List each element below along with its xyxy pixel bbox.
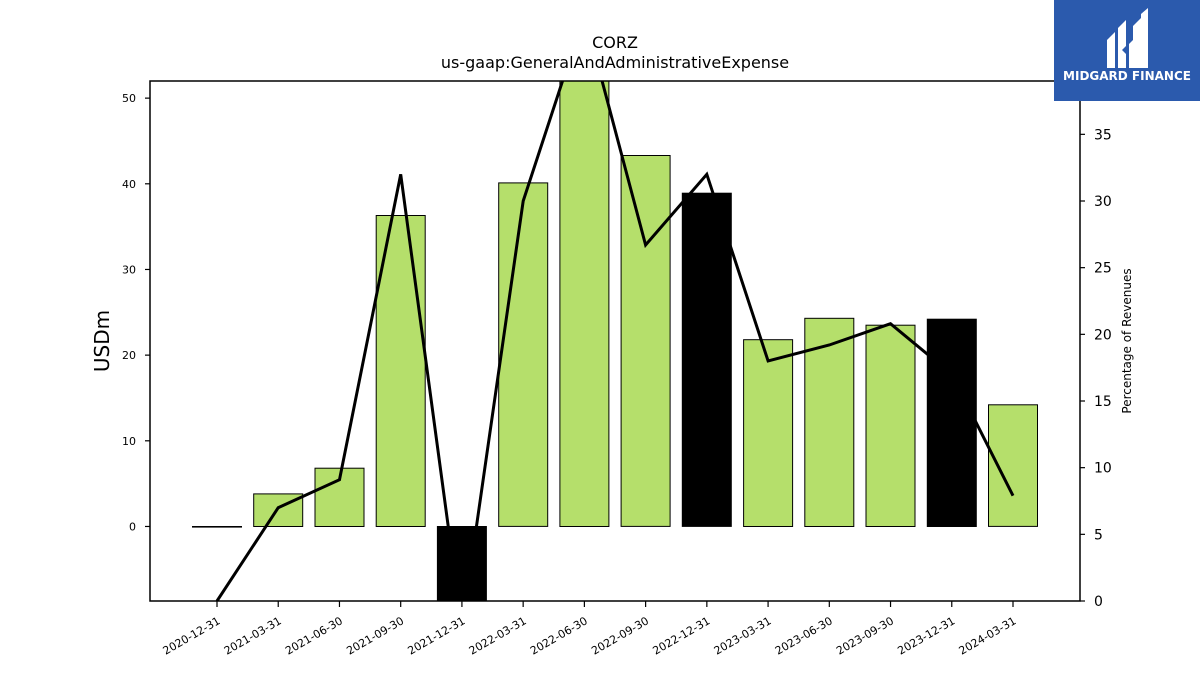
x-tick-label: 2020-12-31 bbox=[161, 614, 223, 657]
x-tick-label: 2021-09-30 bbox=[344, 614, 406, 657]
y2-tick-label: 5 bbox=[1094, 527, 1103, 543]
bar-2024-03-31 bbox=[988, 404, 1038, 527]
x-tick-label: 2023-12-31 bbox=[895, 614, 957, 657]
logo-text: MIDGARD FINANCE bbox=[1063, 69, 1191, 83]
y2-tick-label: 0 bbox=[1094, 594, 1103, 610]
x-tick-label: 2022-06-30 bbox=[528, 614, 590, 657]
x-tick-label: 2022-03-31 bbox=[467, 614, 529, 657]
y2-axis: 0 5 10 15 20 25 30 35 bbox=[1080, 127, 1112, 610]
x-tick-label: 2023-03-31 bbox=[712, 614, 774, 657]
logo: MIDGARD FINANCE bbox=[1054, 0, 1200, 101]
y2-tick-label: 35 bbox=[1094, 127, 1112, 143]
y-axis-label: USDm bbox=[90, 310, 114, 372]
bar-2023-03-31 bbox=[743, 339, 794, 528]
x-tick-label: 2024-03-31 bbox=[957, 614, 1019, 657]
chart-title: CORZ bbox=[592, 33, 638, 52]
bar-2023-12-31 bbox=[926, 318, 977, 528]
bar-2020-12-31 bbox=[192, 526, 242, 528]
x-tick-label: 2021-06-30 bbox=[283, 614, 345, 657]
x-tick-label: 2021-12-31 bbox=[406, 614, 468, 657]
bar-2021-12-31 bbox=[436, 526, 487, 601]
y-axis: 0 10 20 30 40 50 bbox=[122, 92, 150, 533]
bar-2022-12-31 bbox=[681, 192, 732, 527]
y-tick-label: 30 bbox=[122, 263, 136, 276]
y2-tick-label: 25 bbox=[1094, 261, 1112, 277]
bar-2022-09-30 bbox=[620, 155, 671, 527]
line-series bbox=[215, 81, 1015, 601]
x-tick-label: 2022-09-30 bbox=[589, 614, 651, 657]
plot-frame bbox=[149, 80, 1081, 602]
bar-2023-09-30 bbox=[865, 324, 916, 528]
chart-subtitle: us-gaap:GeneralAndAdministrativeExpense bbox=[441, 53, 789, 72]
x-tick-label: 2023-09-30 bbox=[834, 614, 896, 657]
y-tick-label: 50 bbox=[122, 92, 136, 105]
bar-2023-06-30 bbox=[804, 317, 855, 527]
bar-2021-09-30 bbox=[375, 215, 426, 527]
logo-mark-icon bbox=[1107, 8, 1148, 68]
bar-2022-06-30 bbox=[559, 81, 610, 527]
y-tick-label: 20 bbox=[122, 349, 136, 362]
x-tick-label: 2021-03-31 bbox=[222, 614, 284, 657]
y-tick-label: 40 bbox=[122, 178, 136, 191]
revenue-percentage-line bbox=[215, 81, 1015, 601]
y-tick-label: 0 bbox=[129, 520, 136, 533]
y2-tick-label: 10 bbox=[1094, 461, 1112, 477]
y2-axis-label: Percentage of Revenues bbox=[1120, 268, 1134, 413]
y-tick-label: 10 bbox=[122, 435, 136, 448]
x-tick-label: 2022-12-31 bbox=[650, 614, 712, 657]
x-tick-label: 2023-06-30 bbox=[773, 614, 835, 657]
bar-2022-03-31 bbox=[498, 182, 549, 527]
logo-background bbox=[1054, 0, 1200, 101]
bar-series bbox=[192, 81, 1038, 601]
y2-tick-label: 20 bbox=[1094, 327, 1112, 343]
y2-tick-label: 30 bbox=[1094, 194, 1112, 210]
x-axis: 2020-12-31 2021-03-31 2021-06-30 2021-09-30… bbox=[161, 601, 1019, 658]
y2-tick-label: 15 bbox=[1094, 394, 1112, 410]
